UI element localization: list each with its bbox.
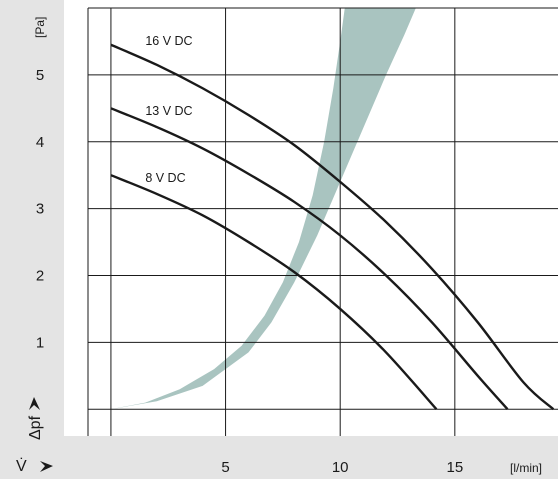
y-axis-arrow-icon [29, 397, 40, 410]
x-axis-panel [0, 436, 558, 479]
x-tick-label: 15 [446, 459, 463, 476]
series-label-1: 13 V DC [145, 104, 192, 118]
series-line-0 [110, 43, 555, 411]
x-tick-label: 10 [332, 459, 349, 476]
y-tick-label: 5 [36, 67, 44, 84]
operating-band [110, 8, 416, 410]
y-axis-panel [0, 0, 64, 479]
series-line-1 [110, 107, 509, 411]
y-unit-label: [Pa] [33, 17, 47, 38]
x-tick-label: 5 [221, 459, 229, 476]
series-label-2: 8 V DC [145, 171, 185, 185]
y-tick-label: 4 [36, 134, 44, 151]
y-tick-label: 2 [36, 268, 44, 285]
series-line-2 [110, 174, 438, 411]
y-axis-symbol: Δpf [27, 397, 44, 440]
y-tick-label: 1 [36, 334, 44, 351]
x-axis-arrow-icon [40, 461, 53, 472]
x-unit-label: [l/min] [510, 461, 542, 475]
x-axis-symbol: V̇ [16, 457, 53, 475]
y-axis-label: Δpf [27, 415, 44, 440]
series-label-0: 16 V DC [145, 34, 192, 48]
y-tick-label: 3 [36, 201, 44, 218]
x-axis-label: V̇ [16, 457, 27, 475]
